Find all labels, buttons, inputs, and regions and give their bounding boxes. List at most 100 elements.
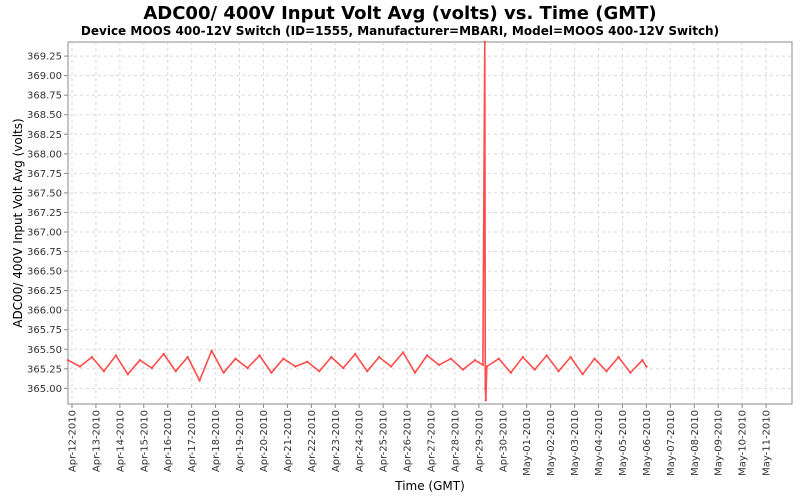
x-tick-label: Apr-20-2010	[259, 410, 270, 472]
data-point	[484, 387, 487, 390]
data-point	[617, 355, 620, 359]
data-point	[545, 354, 548, 357]
data-point	[497, 357, 500, 360]
data-point	[483, 40, 486, 44]
y-tick-label: 365.75	[27, 325, 62, 336]
y-tick-label: 366.25	[27, 286, 62, 297]
plot-area	[67, 41, 793, 405]
data-point	[210, 349, 213, 352]
x-tick-label: Apr-19-2010	[235, 410, 246, 472]
x-tick-label: Apr-29-2010	[474, 410, 485, 472]
data-point	[437, 363, 441, 367]
y-tick-label: 366.00	[27, 306, 62, 317]
x-tick-label: Apr-26-2010	[403, 410, 414, 472]
x-tick-label: Apr-17-2010	[187, 410, 198, 472]
y-tick-label: 367.00	[27, 227, 62, 238]
data-point	[306, 360, 309, 363]
y-axis-ticks: 365.00 365.25 365.50 365.75 366.00 366.25 366.…	[27, 52, 68, 395]
x-tick-label: May-06-2010	[642, 410, 653, 476]
y-tick-label: 365.50	[27, 345, 62, 356]
series-line	[67, 41, 648, 401]
x-tick-label: May-05-2010	[618, 410, 629, 476]
grid	[68, 42, 792, 404]
x-tick-label: Apr-22-2010	[307, 410, 318, 472]
data-point	[138, 359, 141, 362]
x-axis-ticks: Apr-12-2010 Apr-13-2010 Apr-14-2010 Apr-15-…	[67, 404, 773, 476]
x-tick-label: Apr-30-2010	[498, 410, 509, 472]
data-point	[461, 368, 465, 371]
x-tick-label: Apr-24-2010	[355, 410, 366, 472]
data-point	[66, 359, 70, 362]
x-tick-label: May-11-2010	[762, 410, 773, 476]
x-tick-label: Apr-23-2010	[331, 410, 342, 472]
y-tick-label: 368.75	[27, 91, 62, 102]
data-point	[557, 370, 560, 373]
data-point	[449, 357, 453, 360]
data-point	[605, 370, 608, 373]
y-tick-label: 368.25	[27, 130, 62, 141]
data-point	[150, 366, 153, 370]
x-tick-label: Apr-28-2010	[450, 410, 461, 472]
data-point	[126, 373, 129, 376]
data-point	[377, 355, 381, 359]
data-point	[425, 354, 429, 357]
data-point	[629, 371, 632, 374]
y-axis-label: ADC00/ 400V Input Volt Avg (volts)	[11, 118, 25, 327]
data-point	[481, 363, 485, 367]
y-tick-label: 367.25	[27, 208, 62, 219]
x-tick-label: May-07-2010	[666, 410, 677, 476]
data-point	[569, 355, 572, 359]
data-point	[389, 365, 393, 368]
x-tick-label: Apr-16-2010	[163, 410, 174, 472]
data-point	[162, 352, 165, 356]
data-point	[413, 371, 417, 374]
data-point	[473, 359, 477, 362]
y-tick-label: 367.50	[27, 188, 62, 199]
y-tick-label: 365.00	[27, 384, 62, 395]
y-tick-label: 369.00	[27, 71, 62, 82]
x-axis-label: Time (GMT)	[394, 479, 465, 493]
data-point	[102, 370, 106, 373]
x-tick-label: Apr-25-2010	[379, 410, 390, 472]
data-point	[366, 370, 369, 373]
data-point	[645, 365, 648, 368]
data-point	[294, 365, 297, 368]
data-point	[198, 379, 201, 382]
y-tick-label: 368.00	[27, 149, 62, 160]
data-point	[641, 359, 644, 362]
x-tick-label: Apr-27-2010	[426, 410, 437, 472]
data-point	[78, 365, 82, 368]
data-point	[270, 371, 273, 374]
x-tick-label: Apr-12-2010	[67, 410, 78, 472]
x-tick-label: Apr-13-2010	[91, 410, 102, 472]
y-tick-label: 369.25	[27, 52, 62, 63]
data-point	[330, 355, 333, 359]
x-tick-label: May-01-2010	[522, 410, 533, 476]
data-point	[234, 357, 237, 360]
chart-subtitle: Device MOOS 400-12V Switch (ID=1555, Man…	[81, 24, 719, 38]
x-tick-label: Apr-14-2010	[115, 410, 126, 472]
data-point	[258, 354, 261, 357]
data-point	[318, 370, 321, 373]
data-point	[186, 355, 189, 359]
x-tick-label: May-10-2010	[738, 410, 749, 476]
data-point	[581, 373, 584, 376]
data-point	[342, 366, 345, 370]
x-tick-label: Apr-15-2010	[139, 410, 150, 472]
data-point	[174, 370, 177, 373]
chart-title: ADC00/ 400V Input Volt Avg (volts) vs. T…	[143, 3, 656, 24]
data-point	[533, 368, 536, 371]
y-tick-label: 368.50	[27, 110, 62, 121]
data-point	[485, 365, 488, 368]
x-tick-label: Apr-21-2010	[283, 410, 294, 472]
x-tick-label: May-04-2010	[594, 410, 605, 476]
y-tick-label: 366.75	[27, 247, 62, 258]
data-point	[521, 355, 524, 359]
data-point	[484, 398, 487, 402]
data-series	[66, 40, 648, 402]
data-point	[509, 371, 512, 374]
data-point	[593, 357, 596, 360]
x-tick-label: May-08-2010	[690, 410, 701, 476]
y-tick-label: 367.75	[27, 169, 62, 180]
